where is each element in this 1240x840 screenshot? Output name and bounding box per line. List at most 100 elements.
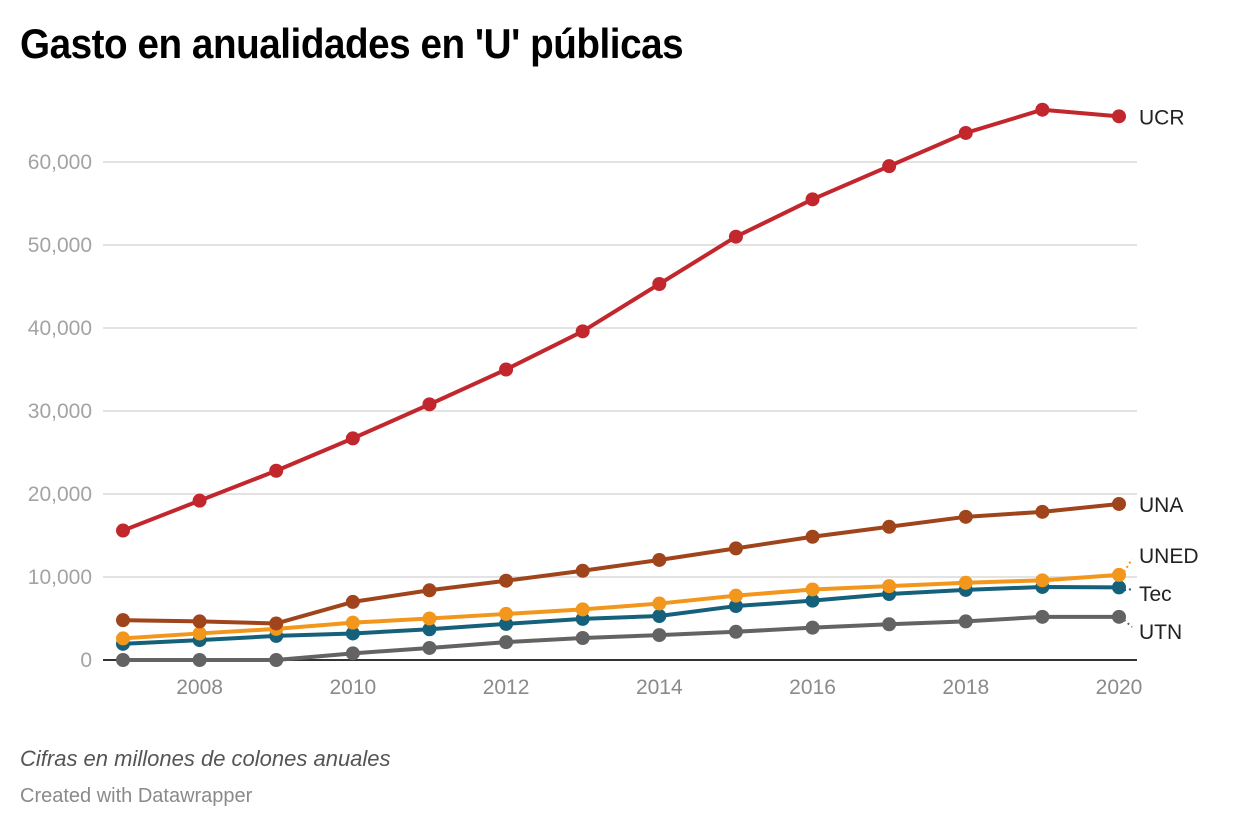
data-point[interactable]	[345, 594, 360, 609]
data-point[interactable]	[805, 582, 820, 597]
data-point[interactable]	[499, 616, 514, 631]
y-tick-label: 10,000	[28, 566, 92, 589]
data-point[interactable]	[805, 593, 820, 608]
series-labels: UCR UNA UNED Tec UTN	[1123, 106, 1199, 644]
data-point[interactable]	[575, 602, 590, 617]
data-point[interactable]	[575, 563, 590, 578]
data-point[interactable]	[652, 628, 667, 643]
data-point[interactable]	[269, 463, 284, 478]
data-point[interactable]	[192, 653, 207, 667]
data-point[interactable]	[499, 362, 514, 377]
data-point[interactable]	[728, 624, 743, 639]
series-ucr	[116, 102, 1126, 538]
data-point[interactable]	[882, 579, 897, 594]
series-label-ucr: UCR	[1139, 106, 1185, 129]
y-tick-label: 40,000	[28, 317, 92, 340]
data-point[interactable]	[958, 614, 973, 629]
data-point[interactable]	[805, 192, 820, 207]
data-point[interactable]	[192, 626, 207, 641]
y-tick-label: 60,000	[28, 151, 92, 174]
data-point[interactable]	[422, 622, 437, 637]
data-point[interactable]	[1112, 580, 1126, 595]
data-point[interactable]	[652, 609, 667, 624]
y-tick-label: 50,000	[28, 234, 92, 257]
y-tick-label: 30,000	[28, 400, 92, 423]
series-label-utn: UTN	[1139, 621, 1182, 644]
chart-notes: Cifras en millones de colones anuales	[20, 746, 391, 771]
data-point[interactable]	[499, 635, 514, 650]
data-point[interactable]	[575, 324, 590, 339]
label-leader-line	[1123, 619, 1133, 628]
credit-link[interactable]: Created with Datawrapper	[20, 785, 253, 807]
data-point[interactable]	[192, 614, 207, 629]
data-point[interactable]	[575, 631, 590, 646]
series-line	[123, 614, 1119, 662]
data-point[interactable]	[882, 617, 897, 632]
data-point[interactable]	[958, 575, 973, 590]
x-tick-label: 2014	[636, 676, 683, 699]
x-axis-ticks: 2008 2010 2012 2014 2016 2018 2020	[176, 676, 1142, 699]
data-point[interactable]	[728, 229, 743, 244]
data-point[interactable]	[116, 613, 130, 628]
data-point[interactable]	[422, 640, 437, 655]
data-point[interactable]	[345, 615, 360, 630]
series-lines	[116, 102, 1126, 667]
data-point[interactable]	[1035, 609, 1050, 624]
data-point[interactable]	[1035, 504, 1050, 519]
series-label-tec: Tec	[1139, 583, 1172, 606]
data-point[interactable]	[652, 596, 667, 611]
x-tick-label: 2008	[176, 676, 223, 699]
series-label-una: UNA	[1139, 494, 1183, 517]
data-point[interactable]	[652, 277, 667, 292]
y-tick-label: 20,000	[28, 483, 92, 506]
chart-title: Gasto en anualidades en 'U' públicas	[20, 20, 684, 67]
data-point[interactable]	[192, 493, 207, 508]
data-point[interactable]	[728, 541, 743, 556]
data-point[interactable]	[499, 606, 514, 621]
data-point[interactable]	[345, 646, 360, 661]
data-point[interactable]	[1112, 609, 1126, 624]
data-point[interactable]	[422, 583, 437, 598]
data-point[interactable]	[1035, 102, 1050, 117]
series-uned	[116, 567, 1126, 646]
label-leader-line	[1123, 558, 1133, 573]
data-point[interactable]	[728, 599, 743, 614]
data-point[interactable]	[269, 616, 284, 631]
data-point[interactable]	[345, 626, 360, 641]
data-point[interactable]	[116, 631, 130, 646]
data-point[interactable]	[1112, 567, 1126, 582]
x-tick-label: 2020	[1096, 676, 1143, 699]
data-point[interactable]	[1112, 496, 1126, 511]
x-tick-label: 2012	[483, 676, 530, 699]
series-una	[116, 496, 1126, 631]
data-point[interactable]	[422, 611, 437, 626]
data-point[interactable]	[958, 509, 973, 524]
series-line	[122, 501, 1120, 626]
data-point[interactable]	[882, 159, 897, 174]
series-line	[122, 107, 1120, 533]
series-label-uned: UNED	[1139, 545, 1199, 568]
series-line	[122, 584, 1120, 646]
data-point[interactable]	[269, 653, 284, 667]
data-point[interactable]	[1112, 109, 1126, 124]
data-point[interactable]	[499, 573, 514, 588]
data-point[interactable]	[652, 552, 667, 567]
data-point[interactable]	[422, 397, 437, 412]
x-tick-label: 2016	[789, 676, 836, 699]
data-point[interactable]	[116, 653, 130, 667]
data-point[interactable]	[1035, 573, 1050, 588]
data-point[interactable]	[345, 431, 360, 446]
data-point[interactable]	[958, 125, 973, 140]
data-point[interactable]	[116, 523, 130, 538]
label-leader-line	[1123, 588, 1133, 592]
y-tick-label: 0	[80, 649, 92, 672]
y-axis-ticks: 0 10,000 20,000 30,000 40,000 50,000 60,000	[28, 151, 92, 672]
x-tick-label: 2010	[329, 676, 376, 699]
data-point[interactable]	[882, 519, 897, 534]
gridlines	[103, 161, 1137, 578]
data-point[interactable]	[805, 529, 820, 544]
data-point[interactable]	[728, 588, 743, 603]
series-line	[122, 572, 1120, 641]
data-point[interactable]	[805, 620, 820, 635]
